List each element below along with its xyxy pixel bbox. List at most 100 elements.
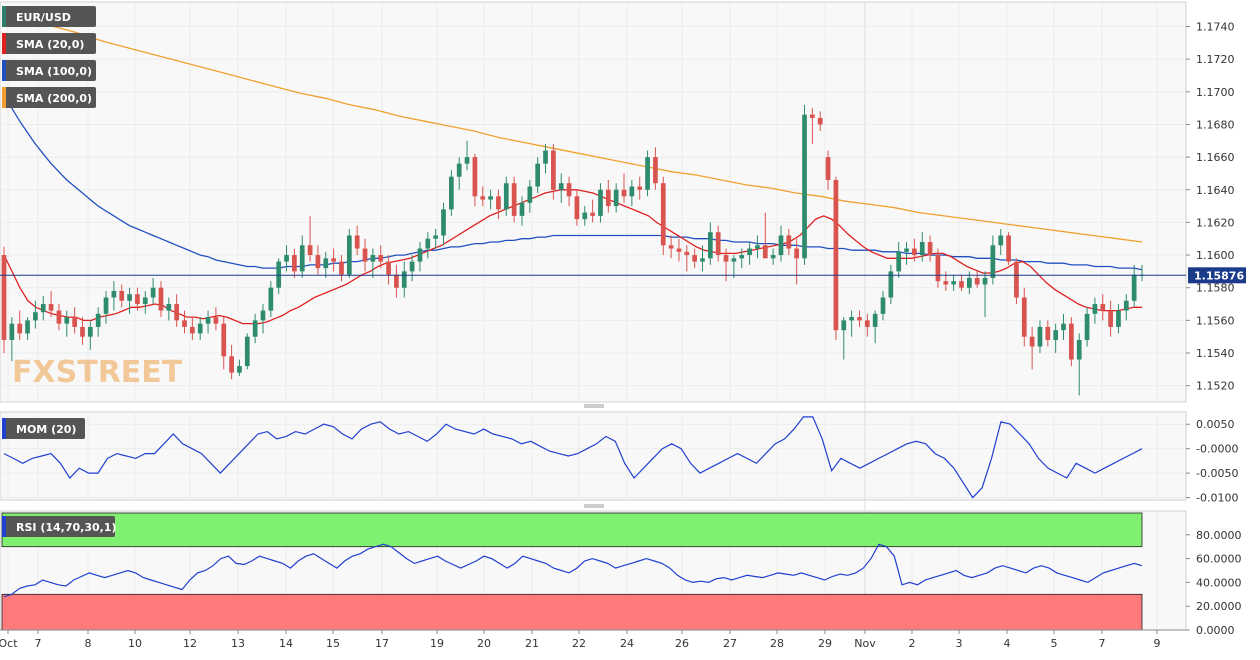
- rsi-legend-label: RSI (14,70,30,1): [16, 521, 116, 534]
- candle-body: [166, 304, 172, 311]
- fxstreet-watermark: FXSTREET: [12, 355, 183, 390]
- x-tick-label: 29: [818, 637, 832, 650]
- candle-body: [190, 326, 195, 334]
- sma100-line: [3, 91, 1143, 271]
- mom-tick-label: -0.0100: [1196, 492, 1238, 505]
- x-tick-label: 20: [477, 637, 491, 650]
- rsi-tick-label: 0.0000: [1196, 624, 1235, 637]
- candle-body: [503, 183, 509, 210]
- mom-tick-label: -0.0050: [1196, 467, 1238, 480]
- candle-body: [739, 255, 745, 259]
- candle-body: [456, 163, 462, 177]
- x-tick-label: 15: [326, 637, 340, 650]
- legend-label: SMA (100,0): [16, 65, 92, 78]
- rsi-legend-badge: [2, 516, 115, 537]
- candle-body: [362, 248, 368, 262]
- candle-body: [802, 114, 807, 259]
- price-tick-label: 1.1520: [1196, 380, 1235, 393]
- momentum-line: [3, 416, 1143, 499]
- candle-body: [1092, 304, 1098, 314]
- candle-body: [1029, 336, 1035, 347]
- candle-body: [103, 297, 109, 314]
- candle-body: [339, 261, 344, 275]
- candle-body: [205, 317, 211, 324]
- legend-badge: [2, 87, 96, 108]
- candle-body: [880, 297, 886, 314]
- x-tick-label: 10: [128, 637, 142, 650]
- mom-tick-label: -0.0000: [1196, 443, 1238, 456]
- candle-body: [527, 186, 533, 203]
- candle-body: [9, 323, 15, 340]
- candle-body: [935, 255, 941, 282]
- legend-color-swatch: [2, 33, 6, 54]
- candle-body: [244, 336, 250, 367]
- candle-body: [668, 245, 674, 249]
- mom-legend-badge: [2, 418, 85, 439]
- candle-body: [299, 245, 305, 272]
- candle-body: [25, 320, 30, 334]
- price-tick-label: 1.1740: [1196, 20, 1235, 33]
- candle-body: [292, 255, 297, 272]
- candle-body: [857, 317, 862, 321]
- candle-body: [723, 255, 729, 262]
- momentum-panel: [0, 411, 1187, 501]
- candle-body: [778, 235, 784, 256]
- candle-body: [1006, 235, 1011, 262]
- rsi-tick-label: 40.0000: [1196, 576, 1242, 589]
- candle-body: [1131, 274, 1137, 301]
- candle-body: [629, 186, 635, 197]
- legend-label: EUR/USD: [16, 11, 71, 24]
- x-tick-label: 19: [430, 637, 444, 650]
- rsi-legend-swatch: [2, 516, 6, 537]
- price-tick-label: 1.1720: [1196, 53, 1235, 66]
- mom-legend-label: MOM (20): [16, 423, 76, 436]
- candle-body: [1116, 310, 1121, 327]
- candle-body: [613, 189, 619, 207]
- candle-body: [762, 245, 768, 259]
- legend-label: SMA (20,0): [16, 38, 84, 51]
- candle-body: [637, 186, 643, 190]
- candle-body: [810, 114, 815, 118]
- price-tick-label: 1.1640: [1196, 184, 1235, 197]
- candle-body: [1037, 326, 1043, 347]
- sma20-line: [3, 189, 1142, 325]
- candle-body: [40, 304, 46, 313]
- x-tick-label: Nov: [854, 637, 876, 650]
- x-tick-label: 21: [525, 637, 539, 650]
- candle-body: [64, 317, 70, 324]
- candle-body: [237, 366, 242, 373]
- x-tick-label: 26: [675, 637, 689, 650]
- candle-body: [974, 277, 980, 285]
- candle-body: [213, 317, 219, 324]
- candle-body: [197, 323, 203, 334]
- x-tick-label: 24: [620, 637, 634, 650]
- candle-body: [927, 242, 933, 256]
- mom-tick-label: 0.0050: [1196, 418, 1235, 431]
- rsi-tick-label: 80.0000: [1196, 529, 1242, 542]
- candle-body: [401, 271, 407, 288]
- candle-body: [464, 157, 470, 164]
- candle-body: [990, 245, 996, 278]
- candle-body: [519, 202, 525, 216]
- candle-body: [872, 313, 878, 327]
- last-price-label: 1.15876: [1194, 269, 1244, 282]
- candle-body: [558, 183, 564, 190]
- rsi-oversold-zone: [1, 593, 1143, 631]
- candle-body: [174, 304, 180, 321]
- candle-body: [182, 320, 187, 327]
- price-tick-label: 1.1560: [1196, 314, 1235, 327]
- legend-badge: [2, 60, 96, 81]
- x-tick-label: 3: [956, 637, 963, 650]
- x-tick-label: 17: [375, 637, 389, 650]
- price-tick-label: 1.1680: [1196, 118, 1235, 131]
- candle-body: [794, 248, 800, 259]
- legend-color-swatch: [2, 60, 6, 81]
- candle-body: [755, 245, 760, 249]
- candle-body: [684, 251, 690, 256]
- candle-body: [786, 235, 792, 249]
- candle-body: [315, 255, 321, 269]
- candle-body: [433, 235, 439, 239]
- candle-body: [825, 157, 831, 180]
- sma200-line: [3, 6, 1143, 243]
